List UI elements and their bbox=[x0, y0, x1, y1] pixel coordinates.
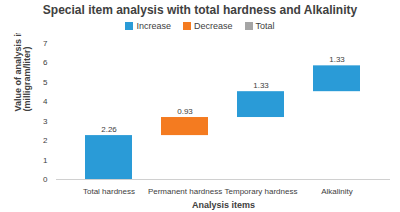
svg-text:3: 3 bbox=[43, 117, 48, 126]
svg-text:Alkalinity: Alkalinity bbox=[321, 187, 353, 196]
svg-text:2: 2 bbox=[43, 136, 48, 145]
svg-text:6: 6 bbox=[43, 58, 48, 67]
svg-text:1: 1 bbox=[43, 156, 48, 165]
html-text:Increase: Increase bbox=[136, 21, 171, 31]
svg-text:Temporary hardness: Temporary hardness bbox=[225, 187, 298, 196]
svg-text:Analysis items: Analysis items bbox=[192, 200, 255, 210]
html-text:Special item analysis with tot: Special item analysis with total hardnes… bbox=[42, 3, 358, 17]
svg-text:0: 0 bbox=[43, 175, 48, 184]
svg-text:2.26: 2.26 bbox=[101, 125, 117, 134]
html-text:Total: Total bbox=[255, 21, 275, 31]
html-text:Decrease: Decrease bbox=[194, 21, 233, 31]
svg-text:5: 5 bbox=[43, 78, 48, 87]
svg-text:4: 4 bbox=[43, 97, 48, 106]
svg-text:Permanent hardness: Permanent hardness bbox=[148, 187, 222, 196]
svg-text:Value of analysis items(millig: Value of analysis items(milligram/liter) bbox=[13, 33, 32, 112]
svg-text:7: 7 bbox=[43, 39, 48, 48]
svg-text:1.33: 1.33 bbox=[253, 81, 269, 90]
svg-text:1.33: 1.33 bbox=[329, 55, 345, 64]
svg-text:Total hardness: Total hardness bbox=[83, 187, 135, 196]
svg-text:0.93: 0.93 bbox=[177, 107, 193, 116]
